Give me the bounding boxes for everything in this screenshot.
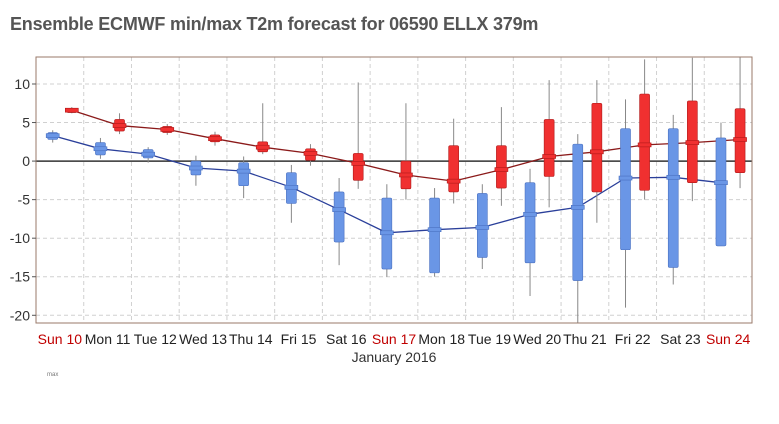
y-tick-label: -10 — [10, 230, 30, 246]
box-median-min — [380, 230, 394, 236]
box-median-min — [93, 146, 108, 152]
box-median-min — [618, 175, 633, 181]
box-max — [352, 153, 364, 181]
y-tick-label: 10 — [14, 76, 30, 92]
box-median-max — [160, 127, 175, 132]
box-median-max — [112, 123, 127, 128]
y-tick-label: 5 — [22, 115, 30, 131]
x-tick-label: Wed 13 — [179, 331, 227, 347]
box-min — [524, 182, 536, 264]
x-tick-label: Sun 17 — [372, 331, 417, 347]
box-max — [543, 119, 555, 177]
y-tick-label: -15 — [10, 269, 30, 285]
box-median-min — [714, 180, 728, 185]
box-median-min — [427, 227, 442, 233]
y-tick-label: -5 — [18, 192, 31, 208]
box-min — [429, 197, 440, 274]
box-median-min — [570, 205, 585, 210]
x-tick-label: Sun 24 — [706, 331, 751, 347]
x-tick-label: Fri 15 — [281, 331, 317, 347]
x-tick-label: Sun 10 — [38, 331, 83, 347]
box-median-max — [446, 178, 461, 184]
y-tick-label: 0 — [22, 153, 30, 169]
plot-background — [36, 57, 752, 323]
box-max — [496, 145, 507, 189]
box-median-max — [542, 154, 556, 159]
box-median-max — [65, 107, 79, 113]
y-axis: 10 5 0 -5 -10 -15 -20 — [10, 76, 36, 323]
box-median-max — [685, 140, 700, 145]
x-tick-label: Tue 19 — [468, 331, 511, 347]
box-median-min — [523, 211, 537, 217]
x-tick-label: Sat 23 — [660, 331, 701, 347]
x-axis-label: January 2016 — [352, 349, 437, 365]
chart-title: Ensemble ECMWF min/max T2m forecast for … — [10, 14, 539, 34]
box-min — [715, 137, 727, 247]
box-median-max — [399, 172, 413, 178]
plot-border — [35, 56, 753, 324]
box-max — [639, 93, 650, 191]
box-median-max — [351, 161, 366, 166]
box-median-min — [45, 133, 60, 138]
x-tick-label: Mon 18 — [418, 331, 465, 347]
box-median-max — [303, 151, 318, 156]
box-median-min — [189, 165, 203, 171]
x-tick-label: Tue 12 — [134, 331, 177, 347]
box-min — [572, 143, 584, 281]
box-plots — [45, 57, 747, 323]
plot-frame — [35, 56, 753, 324]
x-axis: Sun 10 Mon 11 Tue 12 Wed 13 Thu 14 Fri 15 Sat … — [38, 331, 751, 365]
box-max — [591, 102, 603, 193]
box-min — [667, 128, 679, 268]
box-median-min — [666, 174, 681, 180]
box-max — [448, 145, 459, 193]
x-tick-label: Thu 14 — [229, 331, 273, 347]
box-min — [333, 191, 345, 243]
box-median-max — [494, 167, 509, 172]
box-median-max — [590, 149, 604, 155]
box-median-min — [141, 151, 155, 157]
x-tick-label: Mon 11 — [85, 331, 131, 347]
box-median-min — [284, 185, 299, 190]
x-tick-label: Fri 22 — [615, 331, 651, 347]
box-median-max — [733, 137, 747, 142]
box-min — [620, 128, 631, 251]
box-min — [238, 162, 249, 187]
plot-area — [36, 57, 752, 323]
box-median-max — [637, 142, 652, 148]
gridlines — [36, 57, 752, 323]
box-median-min — [332, 207, 346, 212]
x-tick-label: Thu 21 — [563, 331, 607, 347]
box-median-min — [475, 225, 490, 230]
y-tick-label: -20 — [10, 307, 30, 323]
box-median-min — [236, 168, 251, 174]
box-median-max — [208, 136, 222, 142]
box-median-max — [255, 144, 270, 150]
footnote: max — [47, 372, 59, 378]
x-tick-label: Wed 20 — [513, 331, 561, 347]
x-tick-label: Sat 16 — [326, 331, 367, 347]
